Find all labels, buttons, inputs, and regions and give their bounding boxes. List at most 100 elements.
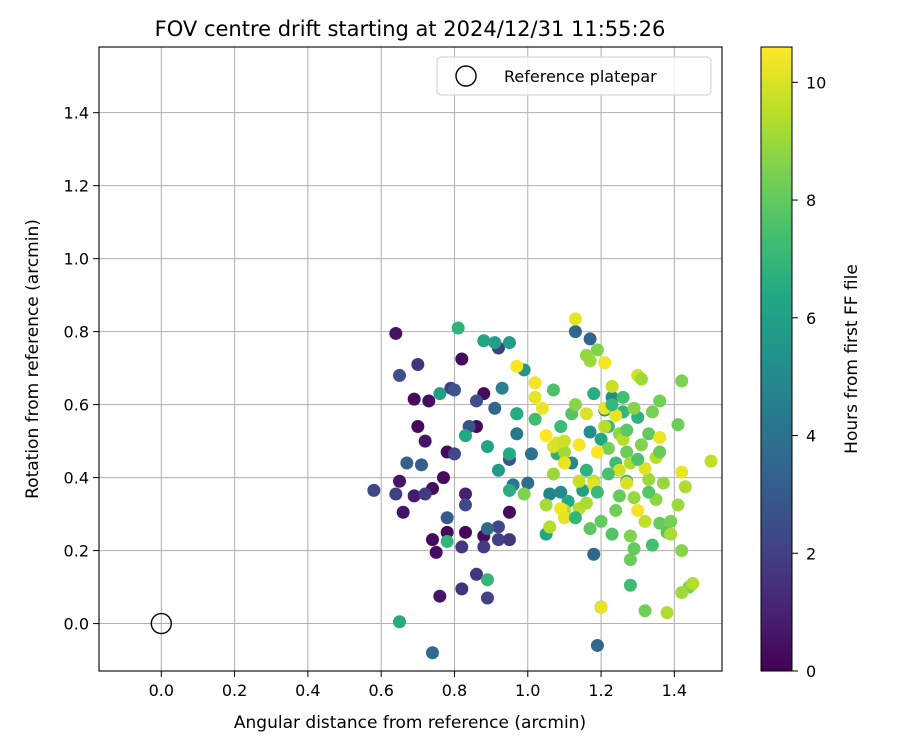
y-tick-label: 1.2 <box>64 177 89 196</box>
data-point <box>510 427 524 441</box>
data-point <box>495 381 509 395</box>
colorbar-tick-label: 2 <box>806 544 816 563</box>
data-point <box>594 600 608 614</box>
data-point <box>601 441 615 455</box>
data-point <box>609 503 623 517</box>
data-point <box>543 520 557 534</box>
data-point <box>594 514 608 528</box>
data-point <box>627 401 641 415</box>
data-point <box>671 418 685 432</box>
data-point <box>601 467 615 481</box>
data-point <box>393 368 407 382</box>
data-point <box>455 352 469 366</box>
data-point <box>436 471 450 485</box>
data-point <box>598 356 612 370</box>
data-point <box>510 407 524 421</box>
data-point <box>590 343 604 357</box>
data-point <box>455 582 469 596</box>
data-point <box>605 398 619 412</box>
data-point <box>480 440 494 454</box>
data-point <box>568 511 582 525</box>
y-tick-label: 1.0 <box>64 250 89 269</box>
data-point <box>598 420 612 434</box>
y-tick-label: 0.8 <box>64 323 89 342</box>
colorbar-tick-label: 6 <box>806 309 816 328</box>
legend-box <box>436 56 712 96</box>
y-tick-label: 1.4 <box>64 104 89 123</box>
legend-label: Reference platepar <box>504 67 657 86</box>
data-point <box>645 538 659 552</box>
data-point <box>612 489 626 503</box>
data-point <box>664 527 678 541</box>
colorbar-gradient <box>761 47 792 671</box>
data-point <box>590 638 604 652</box>
data-point <box>623 578 637 592</box>
data-point <box>528 390 542 404</box>
chart-title: FOV centre drift starting at 2024/12/31 … <box>155 17 666 41</box>
data-point <box>539 498 553 512</box>
data-point <box>557 456 571 470</box>
data-point <box>678 480 692 494</box>
data-point <box>528 376 542 390</box>
data-point <box>411 357 425 371</box>
colorbar-ticks: 0 2 4 6 8 10 <box>792 73 826 681</box>
data-point <box>605 527 619 541</box>
y-axis-label: Rotation from reference (arcmin) <box>23 219 43 499</box>
data-point <box>502 336 516 350</box>
data-point <box>480 573 494 587</box>
data-point <box>389 487 403 501</box>
data-point <box>675 586 689 600</box>
data-point <box>488 336 502 350</box>
data-point <box>535 401 549 415</box>
data-point <box>447 447 461 461</box>
data-point <box>455 540 469 554</box>
data-point <box>418 487 432 501</box>
data-point <box>440 534 454 548</box>
data-point <box>422 394 436 408</box>
data-point <box>583 332 597 346</box>
data-point <box>579 463 593 477</box>
data-point <box>638 604 652 618</box>
data-point <box>568 312 582 326</box>
data-point <box>583 425 597 439</box>
data-point <box>620 476 634 490</box>
data-point <box>543 487 557 501</box>
data-point <box>367 483 381 497</box>
data-point <box>539 429 553 443</box>
data-point <box>546 383 560 397</box>
data-point <box>587 547 601 561</box>
colorbar-tick-label: 8 <box>806 191 816 210</box>
data-point <box>451 321 465 335</box>
data-point <box>568 325 582 339</box>
data-point <box>480 591 494 605</box>
data-point <box>612 463 626 477</box>
y-tick-label: 0.6 <box>64 396 89 415</box>
data-point <box>477 334 491 348</box>
plot-frame <box>98 46 723 672</box>
data-point <box>609 409 623 423</box>
data-point <box>502 483 516 497</box>
data-point <box>671 498 685 512</box>
data-point <box>656 476 670 490</box>
data-point <box>686 576 700 590</box>
data-point <box>411 420 425 434</box>
data-point <box>623 529 637 543</box>
data-point <box>642 472 656 486</box>
data-point <box>554 485 568 499</box>
data-point <box>594 432 608 446</box>
data-point <box>653 516 667 530</box>
data-point <box>590 445 604 459</box>
data-point <box>440 511 454 525</box>
data-point <box>653 394 667 408</box>
data-point <box>521 476 535 490</box>
data-point <box>469 567 483 581</box>
data-point <box>502 533 516 547</box>
data-point <box>557 434 571 448</box>
y-tick-label: 0.0 <box>64 615 89 634</box>
data-point <box>407 392 421 406</box>
x-tick-label: 1.2 <box>588 681 613 700</box>
data-point <box>491 463 505 477</box>
data-point <box>645 405 659 419</box>
data-point <box>605 379 619 393</box>
